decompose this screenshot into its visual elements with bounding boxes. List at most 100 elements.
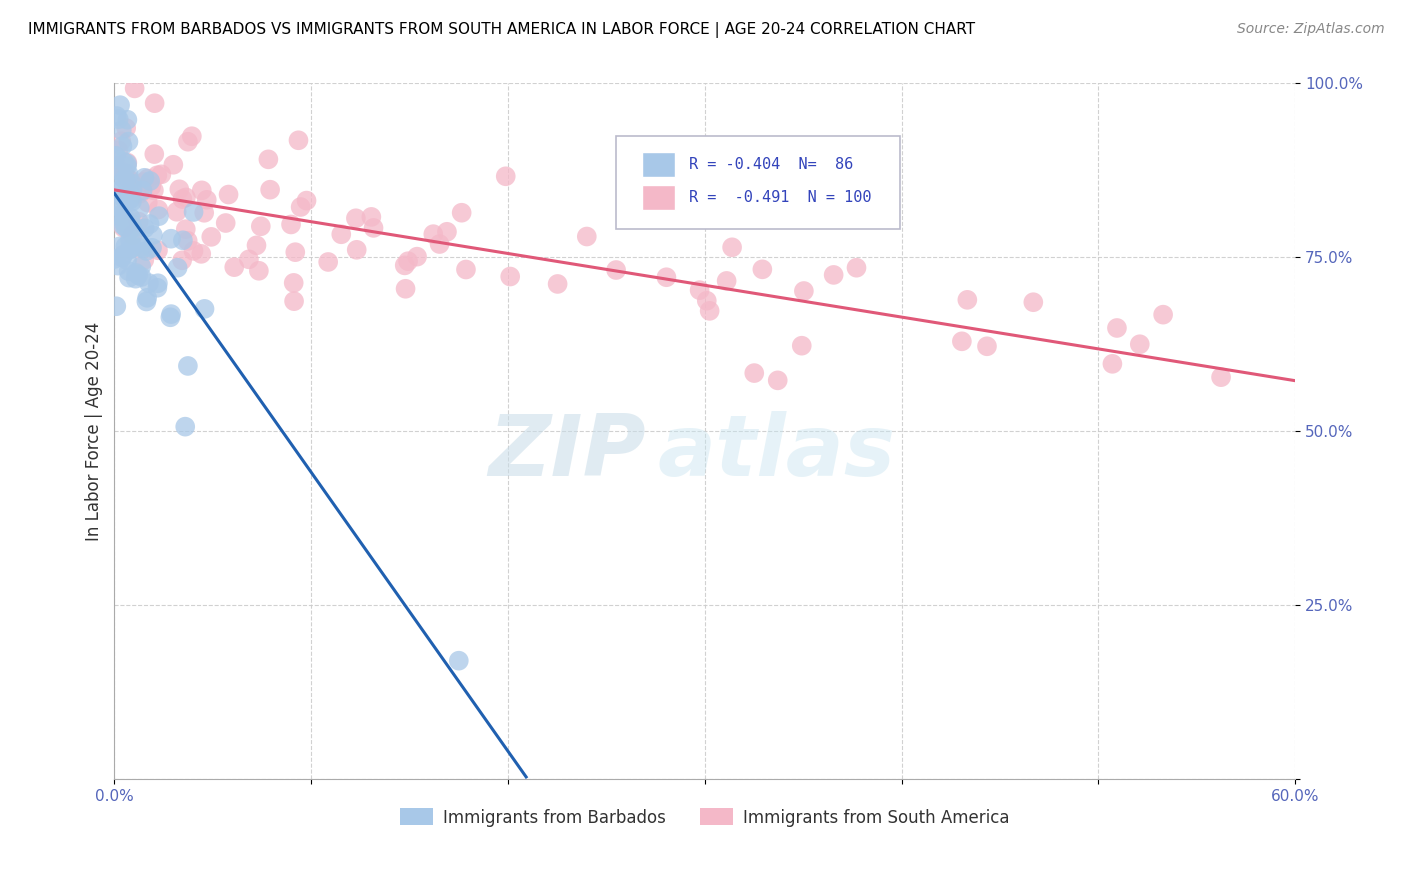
Point [136, 291, 159, 305]
FancyBboxPatch shape [643, 153, 675, 178]
Point [790, 339, 813, 353]
Point [131, 184, 153, 198]
Point [115, 159, 138, 173]
Point [111, 251, 134, 265]
Point [363, 220, 385, 235]
Point [183, 244, 205, 258]
Point [107, 163, 129, 178]
Point [148, 209, 170, 223]
Point [950, 334, 973, 349]
Point [406, 250, 429, 264]
Point [118, 174, 141, 188]
Point [136, 171, 159, 186]
Point [655, 270, 678, 285]
Point [105, 299, 128, 313]
Point [117, 135, 139, 149]
Point [128, 215, 150, 229]
Point [1129, 337, 1152, 351]
Point [146, 244, 169, 258]
Point [284, 245, 307, 260]
Text: R =  -0.491  N = 100: R = -0.491 N = 100 [689, 190, 872, 205]
Point [191, 183, 214, 197]
Point [112, 154, 135, 169]
Point [121, 228, 143, 243]
Point [605, 263, 627, 277]
Point [117, 188, 139, 202]
Point [316, 255, 339, 269]
Point [257, 153, 280, 167]
Point [330, 227, 353, 242]
Point [120, 211, 142, 225]
Point [177, 135, 200, 149]
Text: IMMIGRANTS FROM BARBADOS VS IMMIGRANTS FROM SOUTH AMERICA IN LABOR FORCE | AGE 2: IMMIGRANTS FROM BARBADOS VS IMMIGRANTS F… [28, 22, 976, 38]
Point [360, 210, 382, 224]
Point [124, 225, 146, 239]
Point [450, 205, 472, 219]
Point [121, 218, 143, 232]
Point [125, 266, 148, 280]
Point [118, 270, 141, 285]
Point [160, 232, 183, 246]
Point [134, 170, 156, 185]
Point [117, 264, 139, 278]
Point [118, 224, 141, 238]
Point [172, 253, 194, 268]
Point [716, 274, 738, 288]
Point [190, 247, 212, 261]
Point [422, 227, 444, 242]
Point [122, 241, 145, 255]
Point [177, 359, 200, 373]
Text: Source: ZipAtlas.com: Source: ZipAtlas.com [1237, 22, 1385, 37]
Point [454, 262, 477, 277]
Point [159, 310, 181, 325]
Point [117, 184, 139, 198]
Point [193, 206, 215, 220]
Point [107, 259, 129, 273]
Point [183, 205, 205, 219]
Point [103, 252, 125, 266]
Point [117, 112, 139, 127]
Point [793, 284, 815, 298]
Point [160, 307, 183, 321]
Point [142, 183, 165, 197]
Point [247, 264, 270, 278]
Point [143, 147, 166, 161]
Point [111, 123, 134, 137]
Point [346, 243, 368, 257]
Point [136, 195, 159, 210]
Text: R = -0.404  N=  86: R = -0.404 N= 86 [689, 157, 853, 172]
Point [135, 294, 157, 309]
Point [547, 277, 569, 291]
Point [114, 193, 136, 207]
Point [141, 179, 163, 194]
Point [131, 269, 153, 284]
Point [120, 222, 142, 236]
Point [138, 276, 160, 290]
Point [575, 229, 598, 244]
Point [112, 219, 135, 233]
Point [117, 172, 139, 186]
Point [104, 149, 127, 163]
Point [105, 149, 128, 163]
Point [295, 194, 318, 208]
Point [118, 172, 141, 186]
Point [249, 219, 271, 234]
Point [174, 419, 197, 434]
Point [121, 177, 143, 191]
Point [429, 237, 451, 252]
Point [956, 293, 979, 307]
Point [1022, 295, 1045, 310]
Point [742, 366, 765, 380]
Point [172, 233, 194, 247]
Point [148, 202, 170, 217]
FancyBboxPatch shape [643, 185, 675, 210]
Point [238, 252, 260, 267]
Point [132, 241, 155, 255]
Point [146, 277, 169, 291]
Point [129, 186, 152, 201]
Point [114, 172, 136, 186]
Point [766, 373, 789, 387]
Point [115, 156, 138, 170]
Point [124, 271, 146, 285]
Point [200, 230, 222, 244]
